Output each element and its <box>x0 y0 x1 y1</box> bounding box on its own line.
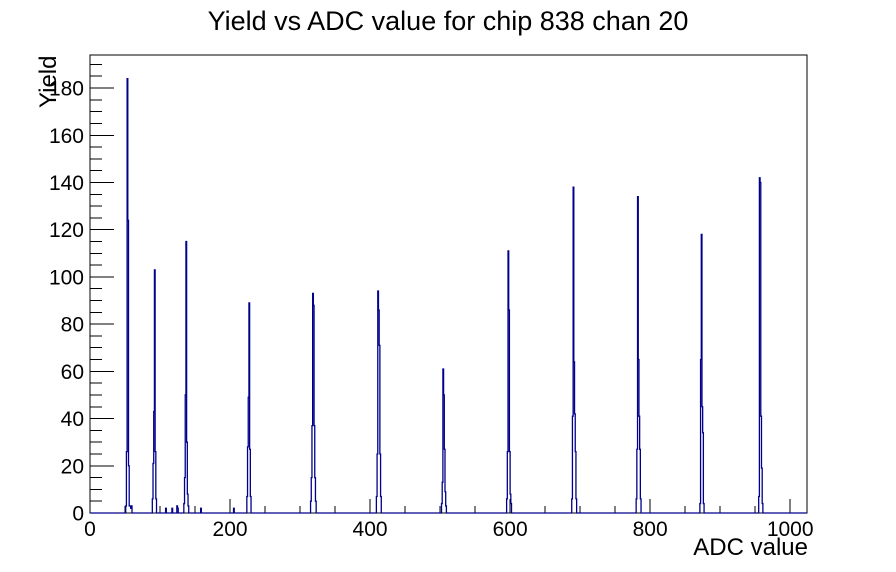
y-tick-label: 100 <box>49 266 84 289</box>
y-tick-label: 80 <box>61 314 84 337</box>
histogram-line <box>90 77 807 514</box>
y-tick-label: 140 <box>49 172 84 195</box>
y-axis-title: Yield <box>35 55 62 108</box>
y-tick-label: 20 <box>61 455 84 478</box>
y-tick-label: 40 <box>61 408 84 431</box>
x-tick-label: 400 <box>353 518 388 541</box>
y-tick-label: 160 <box>49 125 84 148</box>
x-tick-label: 200 <box>213 518 248 541</box>
x-tick-label: 0 <box>84 518 96 541</box>
x-tick-label: 600 <box>493 518 528 541</box>
x-tick-label: 1000 <box>767 518 814 541</box>
chart-title: Yield vs ADC value for chip 838 chan 20 <box>207 6 689 36</box>
x-axis-title: ADC value <box>693 534 808 561</box>
y-tick-label: 120 <box>49 219 84 242</box>
y-tick-label: 180 <box>49 78 84 101</box>
y-tick-label: 60 <box>61 361 84 384</box>
x-tick-label: 800 <box>633 518 668 541</box>
plot-frame <box>89 54 808 514</box>
y-tick-label: 0 <box>72 503 84 526</box>
